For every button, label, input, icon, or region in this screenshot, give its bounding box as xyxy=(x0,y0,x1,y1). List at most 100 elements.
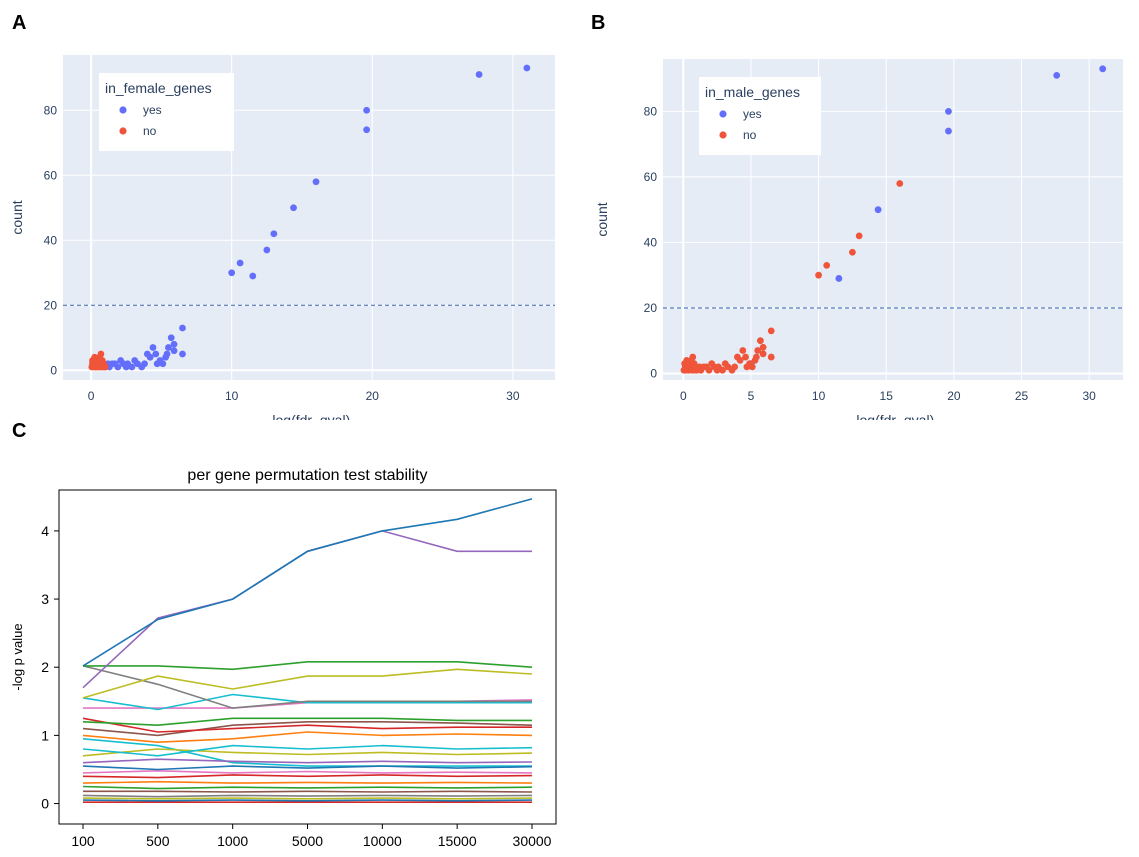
x-tick-label: 20 xyxy=(366,389,380,403)
series-line xyxy=(82,797,533,800)
data-point-yes xyxy=(270,230,278,238)
chart-title: per gene permutation test stability xyxy=(187,467,427,484)
legend-marker-no xyxy=(119,127,127,135)
line-plot-c: per gene permutation test stability 100 50… xyxy=(10,467,557,854)
panel-label-a: A xyxy=(12,12,27,34)
x-axis-label: number of permutation xyxy=(242,852,373,854)
data-point-yes xyxy=(475,71,483,78)
plot-area xyxy=(58,489,557,825)
x-tick-label: 15 xyxy=(880,389,894,403)
y-tick-label: 40 xyxy=(44,233,58,247)
data-point-no xyxy=(767,327,775,335)
x-tick-label: 10000 xyxy=(363,833,402,849)
y-tick-label: 40 xyxy=(644,235,658,249)
x-tick-label: 15000 xyxy=(438,833,477,849)
data-point-no xyxy=(89,360,96,368)
x-tick-label: 30 xyxy=(1082,389,1096,403)
x-tick-label: 30 xyxy=(506,389,520,403)
data-point-yes xyxy=(152,350,160,358)
x-tick-label: 500 xyxy=(146,833,170,849)
y-tick-label: 60 xyxy=(644,170,658,184)
data-point-yes xyxy=(117,357,125,364)
series-line xyxy=(82,799,533,802)
series-line xyxy=(82,668,533,699)
data-point-yes xyxy=(167,334,175,342)
data-point-no xyxy=(97,350,105,358)
series-line xyxy=(82,720,533,737)
x-tick-label: 5 xyxy=(748,389,755,403)
data-point-no xyxy=(767,353,775,361)
data-point-no xyxy=(751,356,759,364)
y-tick-label: 60 xyxy=(44,168,58,182)
data-point-yes xyxy=(162,353,170,361)
data-point-no xyxy=(855,232,863,240)
x-tick-label: 10 xyxy=(812,389,826,403)
data-point-no xyxy=(734,353,741,361)
series-line xyxy=(82,498,533,667)
data-point-yes xyxy=(170,340,178,348)
y-axis-label: count xyxy=(594,202,610,236)
data-point-yes xyxy=(165,344,172,351)
legend-marker-no xyxy=(719,131,727,139)
data-point-yes xyxy=(131,357,139,364)
data-point-no xyxy=(692,363,699,371)
data-point-yes xyxy=(179,324,186,332)
y-tick-label: 2 xyxy=(41,659,49,675)
data-point-no xyxy=(708,360,716,368)
data-point-no xyxy=(759,350,767,358)
x-tick-label: 10 xyxy=(225,389,239,403)
panel-label-c: C xyxy=(12,420,27,442)
legend-marker-yes xyxy=(119,106,127,114)
y-tick-label: 1 xyxy=(41,727,49,743)
series-line xyxy=(82,744,533,757)
data-point-yes xyxy=(249,272,257,280)
data-point-yes xyxy=(1099,65,1107,73)
series-line xyxy=(82,748,533,757)
data-point-no xyxy=(815,271,822,279)
data-point-yes xyxy=(153,360,161,368)
x-tick-label: 20 xyxy=(947,389,961,403)
x-tick-label: 0 xyxy=(88,389,95,403)
x-axis-label: -log(fdr_qval) xyxy=(852,412,934,420)
data-point-yes xyxy=(143,350,151,358)
series-line xyxy=(82,738,532,767)
x-tick-label: 0 xyxy=(680,389,687,403)
data-point-no xyxy=(823,261,831,269)
series-line xyxy=(83,790,533,793)
series-line xyxy=(82,665,532,709)
data-point-yes xyxy=(945,108,952,115)
data-point-yes xyxy=(170,347,178,355)
data-point-yes xyxy=(179,350,186,358)
y-axis-label: count xyxy=(9,200,25,234)
data-point-no xyxy=(96,357,103,364)
series-line xyxy=(82,693,532,711)
y-tick-label: 80 xyxy=(644,104,658,118)
legend-label-yes: yes xyxy=(143,103,162,117)
series-line xyxy=(82,717,532,733)
panel-label-b: B xyxy=(591,12,606,34)
data-point-yes xyxy=(149,344,157,351)
x-axis-label: -log(fdr_qval) xyxy=(268,412,350,420)
data-point-no xyxy=(689,353,697,361)
series-line xyxy=(83,661,533,671)
data-point-no xyxy=(739,347,747,354)
series-line xyxy=(82,769,533,774)
x-tick-label: 100 xyxy=(71,833,95,849)
data-point-no xyxy=(896,180,904,187)
legend-title: in_female_genes xyxy=(105,80,212,96)
data-point-no xyxy=(743,363,751,371)
y-tick-label: 20 xyxy=(44,298,58,312)
data-point-no xyxy=(754,347,762,354)
legend-label-yes: yes xyxy=(743,107,762,121)
legend-marker-yes xyxy=(719,110,727,118)
data-point-no xyxy=(759,343,767,351)
data-point-yes xyxy=(290,204,297,212)
data-point-yes xyxy=(312,178,320,186)
x-tick-label: 30000 xyxy=(513,833,552,849)
data-point-yes xyxy=(236,259,244,267)
series-line xyxy=(82,785,533,790)
y-axis-label: -log p value xyxy=(10,623,25,690)
data-point-yes xyxy=(523,64,531,72)
legend-title: in_male_genes xyxy=(705,84,800,100)
scatter-plot-b: 0 5 10 15 20 25 30 0 20 40 60 80 -log(fdr_qval) count… xyxy=(594,59,1123,420)
